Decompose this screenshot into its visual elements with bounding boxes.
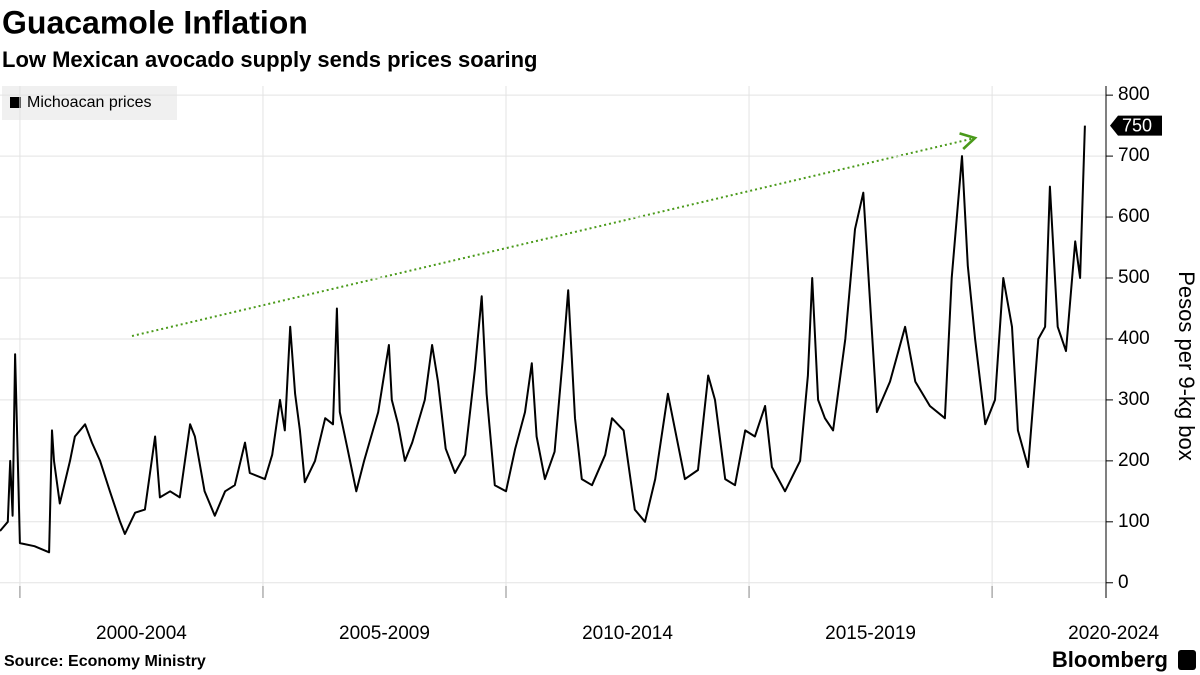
brand: Bloomberg [1052,647,1168,672]
y-tick-label: 800 [1118,84,1150,105]
y-tick-label: 300 [1118,389,1150,410]
y-axis-label: Pesos per 9-kg box [1174,271,1199,461]
x-tick-label: 2005-2009 [339,623,430,644]
y-tick-label: 500 [1118,267,1150,288]
legend-box [2,86,177,120]
x-tick-label: 2010-2014 [582,623,673,644]
chart-subtitle: Low Mexican avocado supply sends prices … [2,47,538,72]
y-tick-label: 600 [1118,206,1150,227]
y-tick-label: 100 [1118,511,1150,532]
last-value-label: 750 [1122,115,1152,135]
x-tick-label: 2000-2004 [96,623,187,644]
y-tick-label: 200 [1118,450,1150,471]
x-tick-label: 2015-2019 [825,623,916,644]
last-value-tag [1110,115,1162,136]
series-line [0,125,1086,554]
trend-arrow [131,132,978,337]
brand-logo [1178,650,1196,670]
legend-label: Michoacan prices [27,94,152,111]
y-tick-label: 700 [1118,145,1150,166]
x-tick-label: 2020-2024 [1068,623,1159,644]
y-tick-label: 400 [1118,328,1150,349]
chart-title: Guacamole Inflation [2,4,308,40]
y-tick-label: 0 [1118,572,1129,593]
legend-swatch [10,97,21,108]
source: Source: Economy Ministry [4,653,206,670]
